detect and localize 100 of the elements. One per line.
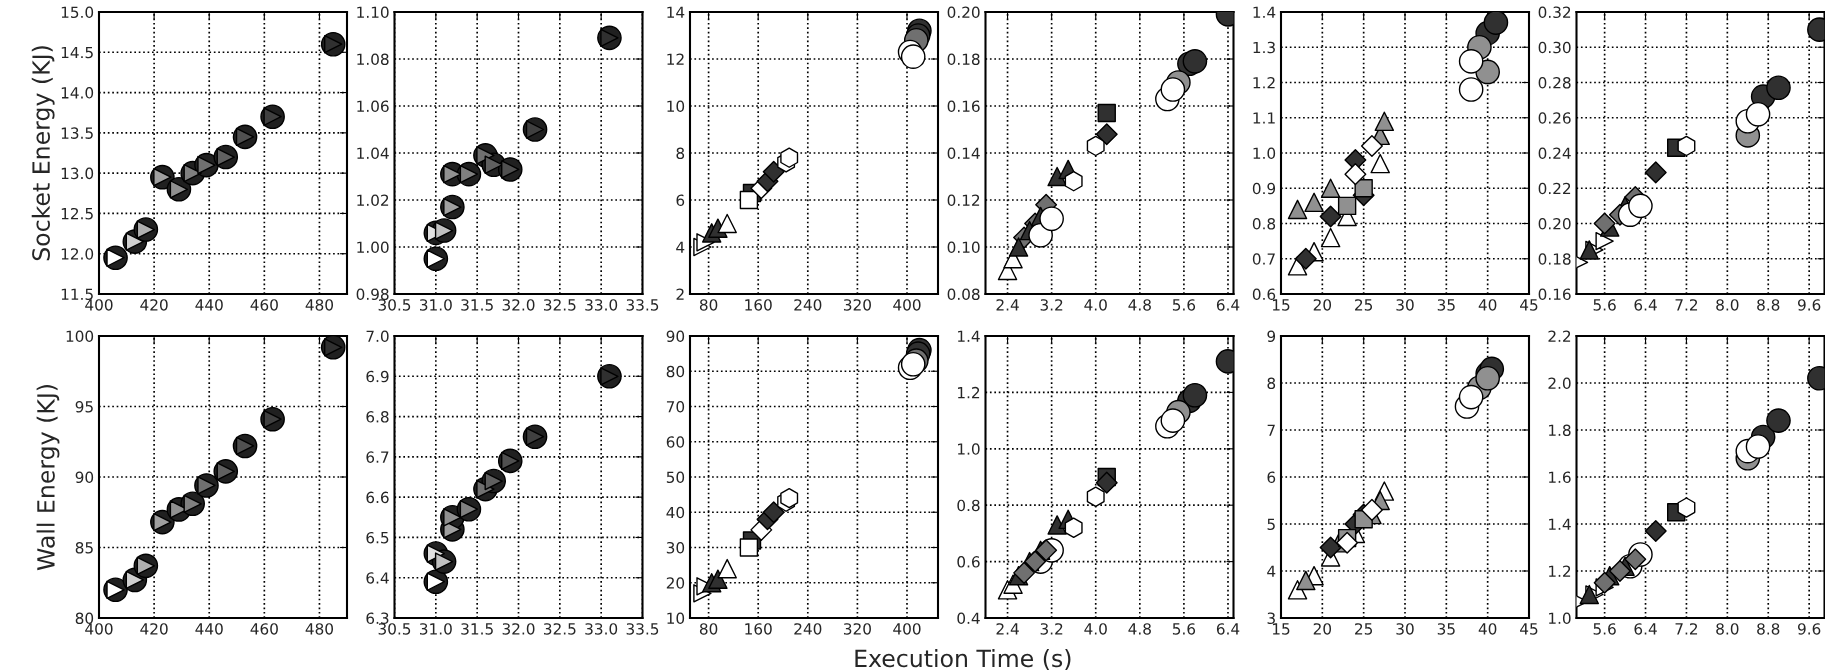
x-tick-label: 480 [305,623,334,635]
x-tick-label: 80 [699,623,718,635]
y-tick-label: 0.08 [947,288,980,301]
y-tick-label: 0.14 [947,147,980,160]
y-tick-label: 0.7 [1252,253,1275,265]
y-tick-label: 80 [666,365,685,378]
y-tick-label: 1.4 [958,330,980,342]
y-tick-label: 1.4 [1253,6,1276,18]
y-tick-label: 6.3 [366,612,389,625]
y-tick-label: 100 [66,330,94,343]
x-tick-label: 440 [195,299,223,311]
x-tick-label: 31.0 [419,299,452,311]
y-tick-label: 1.0 [1253,147,1276,160]
y-tick-label: 15.0 [61,6,94,19]
y-tick-label: 6.9 [366,370,389,383]
y-tick-label: 20 [666,577,685,589]
y-tick-label: 2.0 [1548,377,1571,390]
y-tick-label: 14.5 [61,46,93,59]
x-tick-label: 2.4 [996,623,1019,635]
x-tick-label: 45 [1520,623,1538,635]
x-tick-label: 4.8 [1128,623,1151,635]
x-tick-label: 35 [1437,623,1455,635]
y-tick-label: 1.4 [1549,518,1571,530]
x-tick-label: 6.4 [1216,299,1240,311]
y-tick-label: 13.0 [61,167,94,180]
y-tick-label: 0.8 [957,499,980,512]
y-tick-label: 2.2 [1548,330,1571,342]
x-tick-label: 40 [1478,623,1497,635]
x-tick-label: 32.0 [502,623,535,635]
y-tick-label: 7 [1267,424,1275,436]
y-tick-label: 0.98 [356,288,389,301]
y-tick-label: 6.6 [366,491,389,504]
y-tick-label: 0.4 [957,612,980,625]
y-tick-label: 1.6 [1549,471,1571,484]
y-tick-label: 0.20 [1538,217,1571,230]
x-tick-label: 35 [1437,299,1455,311]
x-tick-label: 400 [893,299,921,311]
y-tick-label: 1.1 [1253,112,1275,124]
y-tick-label: 0.26 [1538,112,1571,124]
y-tick-label: 5 [1267,518,1275,531]
x-tick-label: 320 [843,299,871,311]
x-tick-label: 33.5 [626,623,659,635]
x-tick-label: 5.6 [1593,623,1616,635]
y-tick-label: 90 [75,471,94,484]
y-tick-label: 0.10 [947,241,980,254]
y-tick-label: 6.4 [366,572,389,584]
y-tick-label: 70 [666,400,685,413]
y-tick-label: 0.24 [1538,147,1571,160]
x-tick-label: 8.8 [1757,299,1780,311]
y-tick-label: 1.3 [1253,41,1275,54]
y-tick-label: 0.6 [957,556,980,568]
x-tick-label: 9.6 [1797,623,1821,635]
x-tick-label: 4.8 [1128,299,1151,311]
x-tick-label: 30.5 [378,623,411,635]
x-tick-label: 400 [85,623,113,635]
y-tick-label: 0.8 [1252,217,1276,230]
x-tick-label: 480 [305,299,334,311]
x-tick-label: 5.6 [1172,623,1196,635]
y-tick-label: 4 [1267,565,1276,577]
y-tick-label: 9 [1267,330,1276,343]
x-tick-label: 400 [893,623,921,635]
y-tick-label: 14 [667,6,685,18]
x-tick-label: 30 [1396,299,1414,311]
x-tick-label: 30.5 [378,299,411,311]
y-tick-label: 12.5 [61,207,93,220]
y-tick-label: 85 [75,541,93,554]
y-tick-label: 4 [676,241,685,253]
x-tick-label: 460 [250,299,278,311]
y-tick-label: 2 [676,288,684,300]
y-tick-label: 30 [666,541,685,554]
y-tick-label: 60 [666,436,685,448]
y-tick-label: 1.02 [357,194,389,207]
x-tick-label: 15 [1272,299,1290,311]
y-tick-label: 12 [667,53,684,65]
y-tick-label: 40 [666,506,685,519]
x-tick-label: 6.4 [1634,623,1657,635]
y-axis-title: Socket Energy (KJ) [31,46,55,261]
x-tick-label: 7.2 [1675,623,1698,635]
y-tick-label: 0.18 [947,53,980,66]
x-tick-label: 40 [1478,299,1497,311]
y-tick-label: 14.0 [61,87,94,99]
y-tick-label: 50 [666,471,685,484]
y-tick-label: 6 [676,194,685,207]
x-tick-label: 2.4 [996,299,1019,311]
y-tick-label: 1.2 [1549,565,1571,577]
x-tick-label: 160 [745,299,772,311]
x-tick-label: 160 [745,623,772,635]
x-tick-label: 320 [843,623,871,635]
x-tick-label: 460 [250,623,278,635]
x-tick-label: 15 [1272,623,1290,635]
y-tick-label: 6.7 [366,451,389,463]
x-tick-label: 240 [794,299,822,311]
x-tick-label: 31.5 [461,623,493,635]
x-tick-label: 33.0 [585,299,618,311]
y-tick-label: 6.5 [366,531,389,544]
y-tick-label: 80 [75,612,94,625]
x-tick-label: 4.0 [1084,623,1107,635]
y-tick-label: 1.00 [357,241,389,254]
x-tick-label: 8.0 [1716,299,1739,311]
x-tick-label: 8.8 [1757,623,1780,635]
